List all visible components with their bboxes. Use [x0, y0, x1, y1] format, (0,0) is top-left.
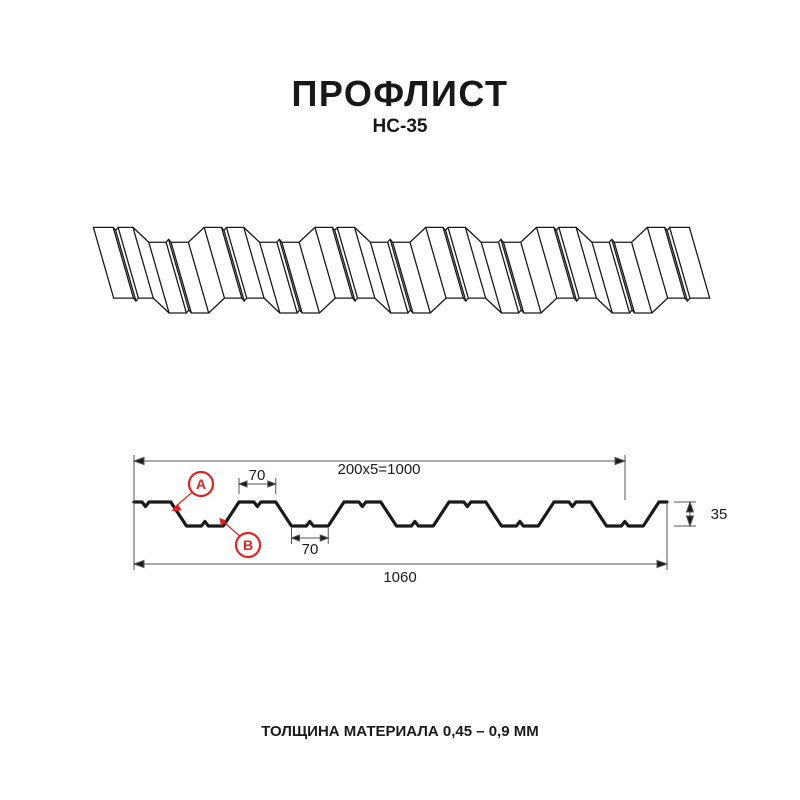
- svg-text:35: 35: [711, 506, 728, 523]
- svg-text:70: 70: [249, 467, 266, 484]
- svg-text:A: A: [196, 476, 206, 492]
- svg-text:1060: 1060: [383, 569, 416, 586]
- svg-text:200x5=1000: 200x5=1000: [338, 461, 421, 478]
- svg-text:B: B: [243, 537, 253, 553]
- svg-text:70: 70: [302, 541, 319, 558]
